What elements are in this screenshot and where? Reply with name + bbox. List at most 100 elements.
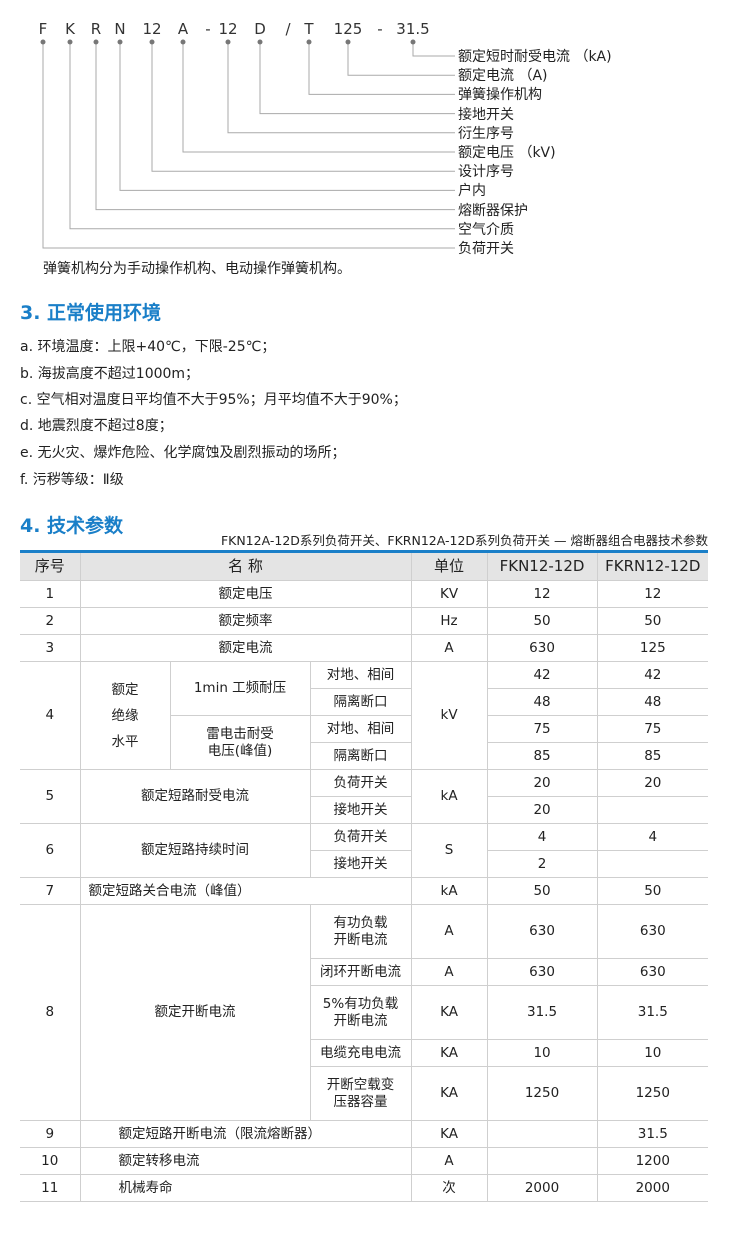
table-row: 6 额定短路持续时间 负荷开关 S 4 4 [20, 823, 709, 878]
table-row: 10 额定转移电流 A 1200 [20, 1147, 709, 1175]
cell: kV [410, 661, 488, 770]
code-part: 31.5 [396, 20, 430, 38]
connector-dot [257, 39, 263, 45]
connector-dot [410, 39, 416, 45]
header-no: 序号 [20, 551, 81, 581]
cell: 630 [596, 904, 709, 959]
section-4-title: 4. 技术参数 [20, 515, 124, 537]
cell-line: 5%有功负载 [322, 995, 399, 1012]
model-code-note: 弹簧机构分为手动操作机构、电动操作弹簧机构。 [43, 261, 351, 277]
table-row: 开断空载变 压器容量 KA 1250 1250 [20, 1066, 709, 1121]
table-row: 接地开关 2 [20, 850, 709, 878]
cell-line: 开断空载变 [326, 1076, 395, 1093]
connector-line [347, 42, 455, 76]
cell: 42 [486, 661, 598, 689]
cell: 开断空载变 压器容量 [310, 1066, 412, 1121]
env-item: d. 地震烈度不超过8度； [20, 418, 173, 434]
cell: A [410, 958, 488, 986]
cell: A [410, 634, 488, 662]
cell: 85 [596, 742, 709, 770]
cell: 对地、相间 [309, 661, 412, 689]
cell: 1 [20, 580, 81, 608]
cell: 额定短路关合电流（峰值） [79, 877, 412, 905]
cell: 额定短路耐受电流 [79, 769, 311, 824]
connector-line [259, 42, 455, 115]
cell: 20 [596, 769, 709, 797]
cell: 机械寿命 [79, 1174, 412, 1202]
cell-line: 绝缘 [111, 707, 139, 724]
cell: A [410, 904, 488, 959]
cell: 4 [486, 823, 598, 851]
cell-line: 开断电流 [333, 1012, 388, 1029]
connector-line [151, 42, 455, 172]
cell: 负荷开关 [309, 823, 412, 851]
cell: 额定电压 [79, 580, 412, 608]
cell: 2 [20, 607, 81, 635]
code-part: 12 [142, 20, 162, 38]
cell: 次 [410, 1174, 488, 1202]
cell: kA [410, 769, 488, 824]
code-label: 熔断器保护 [458, 202, 528, 219]
cell: 630 [596, 958, 709, 986]
cell: KA [410, 1120, 488, 1148]
cell: 9 [20, 1120, 81, 1148]
table-header-row: 序号 名 称 单位 FKN12-12D FKRN12-12D [20, 551, 709, 581]
connector-line [95, 42, 455, 211]
cell: 20 [486, 769, 598, 797]
table-row: 3 额定电流 A 630 125 [20, 634, 709, 662]
cell: 50 [486, 607, 598, 635]
connector-line [308, 42, 455, 95]
table-row: 8 额定开断电流 有功负载 开断电流 A 630 630 [20, 904, 709, 1121]
code-part: 12 [218, 20, 238, 38]
table-row: 接地开关 20 [20, 796, 709, 824]
table-caption: FKN12A-12D系列负荷开关、FKRN12A-12D系列负荷开关 — 熔断器… [220, 533, 708, 548]
table-row: 5 额定短路耐受电流 负荷开关 kA 20 20 [20, 769, 709, 824]
code-label: 额定电压 （kV) [458, 145, 556, 161]
cell: 12 [486, 580, 598, 608]
cell: 75 [486, 715, 598, 743]
cell: 48 [596, 688, 709, 716]
cell-line: 雷电击耐受 [206, 725, 274, 742]
table-row: 4 额定 绝缘 水平 1min 工频耐压 对地、相间 kV 42 42 [20, 661, 709, 770]
cell: 隔离断口 [310, 742, 412, 770]
cell: 额定 绝缘 水平 [79, 661, 171, 770]
cell: 1min 工频耐压 [169, 661, 311, 716]
connector-line [69, 42, 455, 230]
cell: 10 [596, 1039, 709, 1067]
cell: 42 [596, 661, 709, 689]
code-label: 负荷开关 [458, 241, 514, 257]
cell: 125 [596, 634, 709, 662]
cell: 630 [486, 904, 598, 959]
cell: kA [410, 877, 488, 905]
cell: 1200 [596, 1147, 709, 1175]
code-part: F [38, 20, 48, 38]
cell: 11 [20, 1174, 81, 1202]
code-label: 弹簧操作机构 [458, 87, 542, 104]
cell-line: 开断电流 [333, 931, 388, 948]
cell: 630 [486, 958, 598, 986]
cell: 雷电击耐受 电压(峰值) [170, 715, 311, 770]
cell-line: 电压(峰值) [207, 742, 273, 759]
cell: 电缆充电电流 [310, 1039, 412, 1067]
cell-line: 压器容量 [333, 1093, 388, 1110]
cell: 3 [20, 634, 81, 662]
cell: 50 [486, 877, 598, 905]
connector-dot [93, 39, 99, 45]
cell-line: 水平 [111, 733, 139, 750]
cell [486, 1120, 598, 1148]
cell: 额定短路持续时间 [79, 823, 311, 878]
code-part: / [285, 20, 291, 38]
code-part: D [254, 20, 266, 38]
connector-dot [117, 39, 123, 45]
cell: 额定频率 [79, 607, 412, 635]
cell: 隔离断口 [310, 688, 412, 716]
connector-line [42, 42, 455, 249]
cell: 2 [486, 850, 598, 878]
tech-params-table: 序号 名 称 单位 FKN12-12D FKRN12-12D 1 额定电压 KV 12… [20, 550, 709, 1202]
code-label: 额定短时耐受电流 （kA) [458, 49, 612, 65]
cell-line: 额定 [111, 681, 139, 698]
table-row: 隔离断口 48 48 [20, 688, 709, 716]
code-part: A [177, 20, 189, 38]
header-fkrn: FKRN12-12D [596, 551, 709, 581]
